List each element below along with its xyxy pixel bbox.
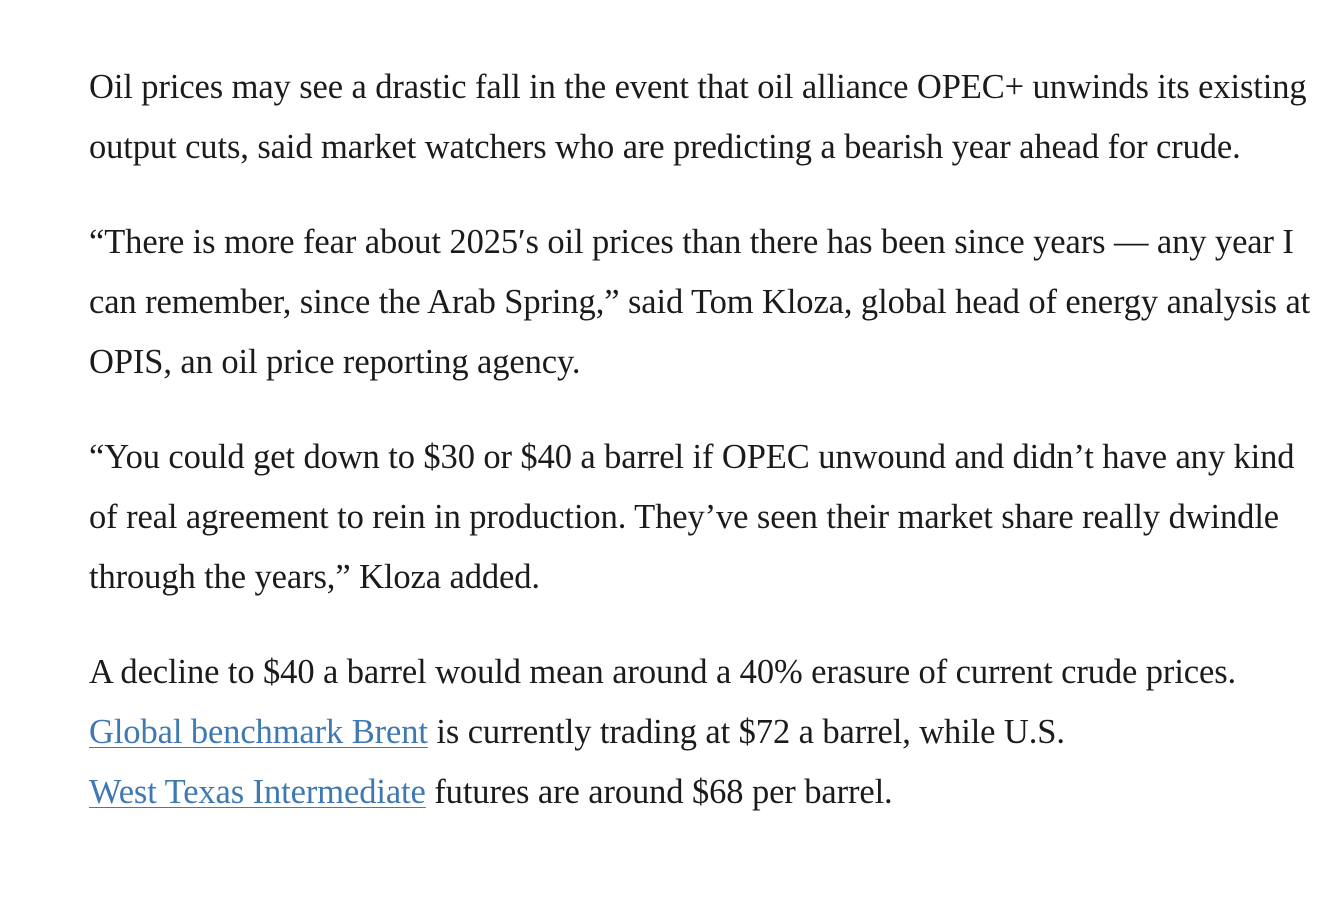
paragraph-4-text-2: is currently trading at $72 a barrel, wh… <box>427 713 1065 751</box>
paragraph-4-text-3: futures are around $68 per barrel. <box>425 773 893 811</box>
article-body: Oil prices may see a drastic fall in the… <box>89 57 1329 822</box>
wti-link[interactable]: West Texas Intermediate <box>89 773 426 811</box>
paragraph-4-text-1: A decline to $40 a barrel would mean aro… <box>89 653 1237 691</box>
brent-link[interactable]: Global benchmark Brent <box>89 713 428 751</box>
article-paragraph-1: Oil prices may see a drastic fall in the… <box>89 68 1307 166</box>
article-paragraph-4: A decline to $40 a barrel would mean aro… <box>89 642 1329 822</box>
article-paragraph-2: “There is more fear about 2025′s oil pri… <box>89 223 1311 381</box>
article-paragraph-3: “You could get down to $30 or $40 a barr… <box>89 438 1295 596</box>
